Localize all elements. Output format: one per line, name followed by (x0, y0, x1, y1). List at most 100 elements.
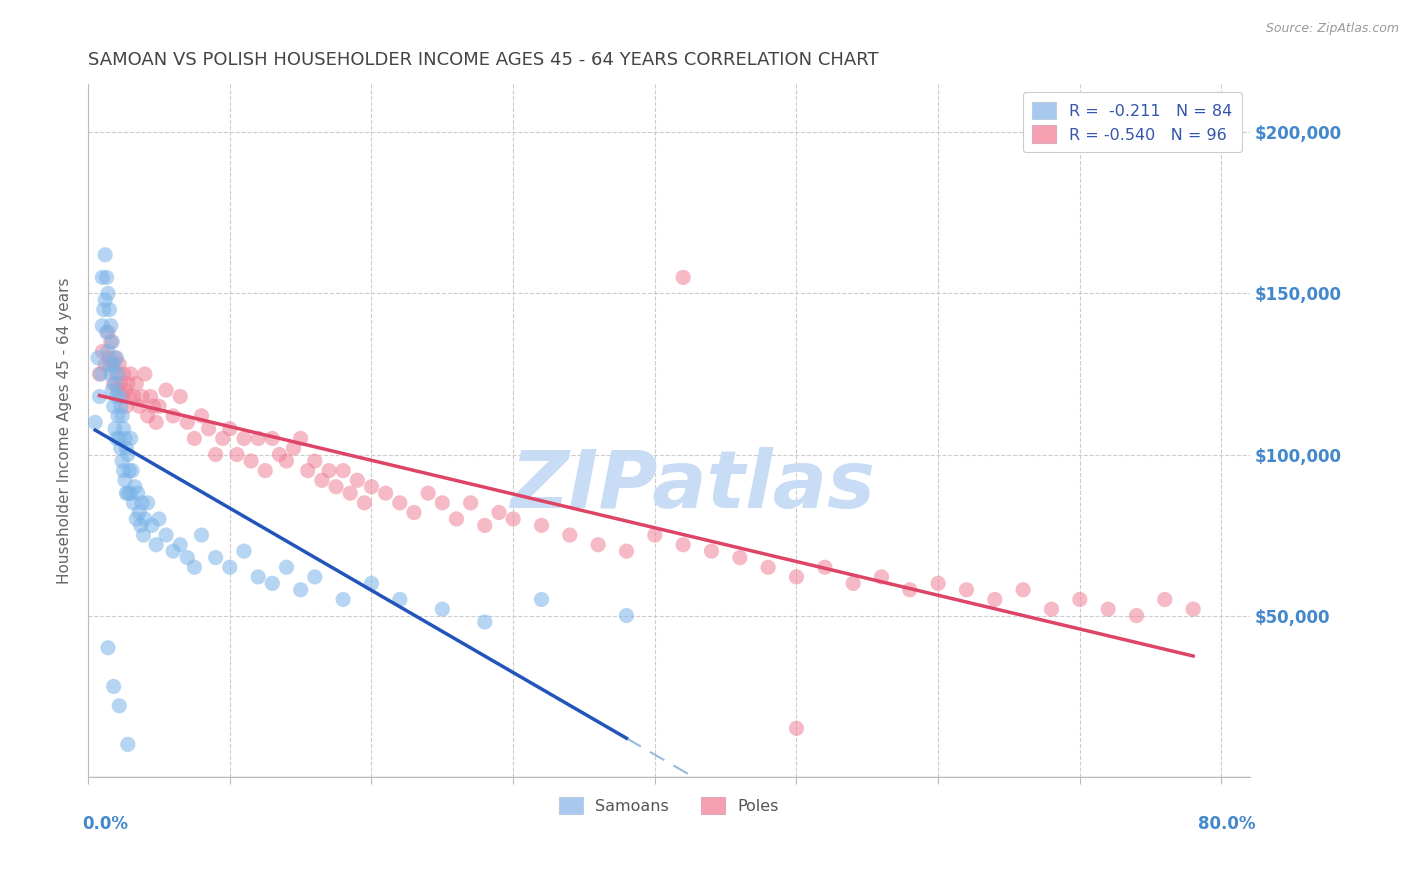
Point (254, 464, 277, 478)
Point (247, 570, 270, 584)
Point (97, 344, 120, 359)
Point (139, 390, 162, 404)
Point (374, 486, 396, 500)
Point (134, 512, 156, 526)
Point (176, 415, 198, 429)
Point (474, 518, 496, 533)
Point (204, 448, 226, 462)
Point (114, 383, 136, 397)
Point (134, 367, 156, 381)
Point (132, 528, 155, 542)
Point (145, 538, 167, 552)
Point (89, 390, 111, 404)
Point (100, 334, 122, 349)
Point (114, 473, 136, 487)
Point (97, 325, 120, 339)
Point (360, 480, 382, 494)
Point (870, 570, 893, 584)
Point (120, 367, 142, 381)
Point (117, 376, 139, 391)
Point (332, 464, 354, 478)
Point (262, 576, 284, 591)
Point (101, 357, 124, 371)
Point (190, 409, 212, 423)
Point (96, 270, 118, 285)
Point (89, 367, 111, 381)
Text: 80.0%: 80.0% (1198, 814, 1256, 833)
Point (107, 383, 129, 397)
Point (233, 432, 256, 446)
Point (105, 367, 128, 381)
Point (218, 422, 240, 436)
Point (672, 270, 695, 285)
Point (530, 518, 553, 533)
Point (111, 454, 134, 468)
Point (129, 518, 152, 533)
Point (339, 486, 361, 500)
Point (120, 432, 142, 446)
Point (927, 576, 949, 591)
Point (115, 441, 138, 455)
Point (728, 550, 751, 565)
Point (94, 293, 117, 307)
Point (101, 383, 124, 397)
Point (98, 351, 121, 365)
Point (101, 334, 124, 349)
Point (84, 415, 107, 429)
Text: ZIPatlas: ZIPatlas (510, 447, 875, 524)
Point (118, 464, 141, 478)
Point (103, 680, 125, 694)
Point (125, 512, 148, 526)
Point (432, 496, 454, 510)
Point (136, 409, 159, 423)
Point (1040, 602, 1063, 616)
Point (304, 454, 326, 468)
Point (94, 357, 117, 371)
Point (162, 409, 184, 423)
Point (785, 570, 807, 584)
Point (388, 496, 411, 510)
Point (141, 518, 163, 533)
Point (121, 464, 143, 478)
Point (93, 302, 115, 317)
Text: 0.0%: 0.0% (83, 814, 128, 833)
Point (360, 576, 382, 591)
Point (474, 615, 496, 629)
Point (290, 432, 312, 446)
Point (332, 592, 354, 607)
Point (105, 432, 128, 446)
Point (700, 544, 723, 558)
Point (104, 351, 127, 365)
Point (644, 528, 666, 542)
Point (842, 576, 865, 591)
Point (1012, 582, 1035, 597)
Point (218, 560, 240, 574)
Point (145, 415, 167, 429)
Point (91, 318, 114, 333)
Point (418, 486, 440, 500)
Point (190, 528, 212, 542)
Point (107, 367, 129, 381)
Point (1125, 608, 1147, 623)
Point (898, 582, 921, 597)
Point (114, 432, 136, 446)
Point (117, 486, 139, 500)
Point (1153, 592, 1175, 607)
Point (104, 422, 127, 436)
Point (197, 422, 219, 436)
Point (162, 544, 184, 558)
Point (488, 506, 510, 520)
Point (112, 367, 135, 381)
Point (103, 399, 125, 413)
Point (616, 544, 638, 558)
Point (128, 506, 150, 520)
Point (148, 399, 170, 413)
Point (304, 570, 326, 584)
Point (283, 441, 305, 455)
Point (131, 390, 153, 404)
Point (98, 357, 121, 371)
Point (142, 399, 165, 413)
Point (276, 454, 298, 468)
Text: Source: ZipAtlas.com: Source: ZipAtlas.com (1265, 22, 1399, 36)
Point (262, 432, 284, 446)
